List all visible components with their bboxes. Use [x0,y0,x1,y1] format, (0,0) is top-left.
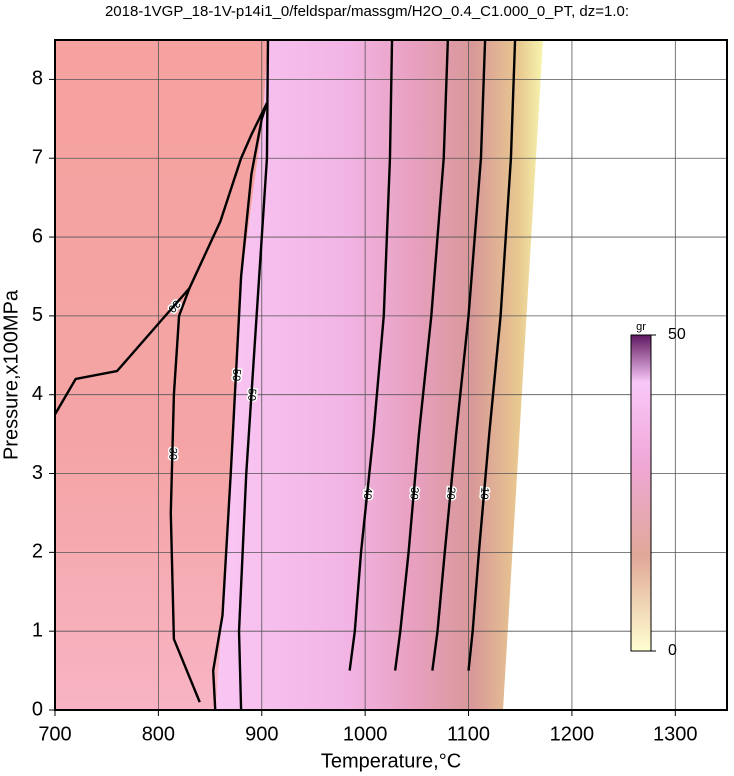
chart-title: 2018-1VGP_18-1V-p14i1_0/feldspar/massgm/… [105,3,629,20]
x-tick-label: 700 [38,723,71,745]
colorbar-tick-label: 0 [668,642,677,659]
contour-line [393,39,450,671]
contour-line [53,102,269,416]
y-tick-label: 4 [32,383,43,405]
contour-line [169,287,201,703]
y-tick-label: 6 [32,225,43,247]
y-axis-label: Pressure,x100MPa [0,289,22,460]
colorbar-label: gr [636,321,646,333]
x-axis-label: Temperature,°C [321,750,461,772]
y-tick-label: 7 [32,147,43,169]
contour-line [348,39,394,671]
contour-line [211,102,269,711]
colorbar [630,334,652,652]
x-tick-label: 1300 [653,723,698,745]
contour-line [467,39,517,671]
y-tick-label: 2 [32,541,43,563]
contour-line [237,39,270,711]
y-tick-label: 0 [32,698,43,720]
y-tick-label: 1 [32,619,43,641]
x-tick-label: 1200 [550,723,595,745]
contour-line [431,39,487,671]
y-tick-label: 8 [32,68,43,90]
x-tick-label: 800 [142,723,175,745]
x-tick-label: 1100 [447,723,490,745]
colorbar-tick-label: 50 [668,326,686,343]
x-tick-label: 1000 [343,723,388,745]
field-fill [55,40,268,710]
y-tick-label: 3 [32,462,43,484]
y-tick-label: 5 [32,304,43,326]
x-tick-label: 900 [245,723,278,745]
